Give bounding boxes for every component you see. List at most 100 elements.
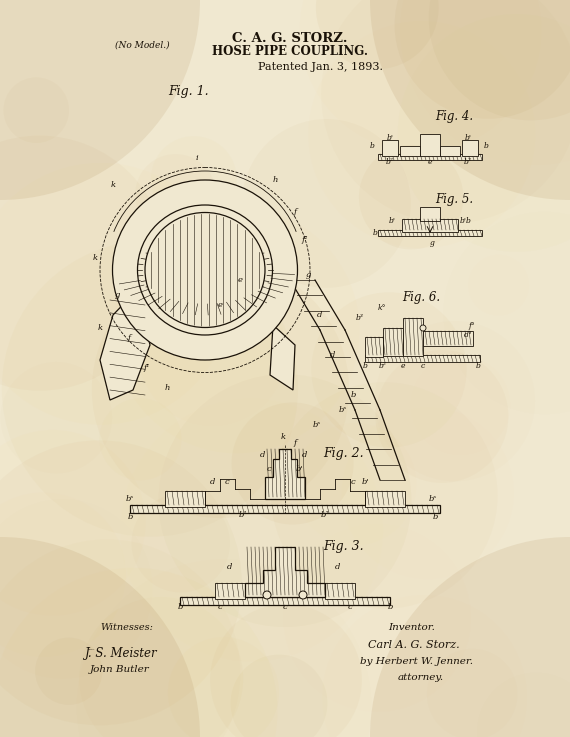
Circle shape [316, 0, 439, 69]
Text: bˢ: bˢ [126, 495, 134, 503]
Circle shape [151, 136, 237, 222]
Text: b: b [475, 362, 481, 370]
Text: c: c [421, 362, 425, 370]
Circle shape [35, 638, 103, 705]
Text: Witnesses:: Witnesses: [100, 623, 153, 632]
Text: Inventor.: Inventor. [388, 623, 435, 632]
Text: b: b [363, 362, 368, 370]
Text: d: d [317, 311, 323, 319]
Text: Fig. 2.: Fig. 2. [323, 447, 364, 460]
Circle shape [311, 293, 467, 447]
Circle shape [0, 492, 126, 657]
Text: by Herbert W. Jenner.: by Herbert W. Jenner. [360, 657, 473, 666]
Text: John Butler: John Butler [90, 665, 150, 674]
Bar [462, 140, 478, 156]
Bar [365, 337, 383, 357]
Ellipse shape [137, 205, 272, 335]
Text: c: c [267, 465, 271, 473]
Text: Fig. 4.: Fig. 4. [435, 110, 473, 123]
Text: f: f [128, 334, 131, 342]
Text: k: k [111, 181, 116, 189]
Text: h: h [164, 384, 170, 392]
Circle shape [370, 537, 570, 737]
Text: c: c [225, 478, 229, 486]
Text: Carl A. G. Storz.: Carl A. G. Storz. [368, 640, 459, 650]
Bar [383, 328, 403, 356]
Text: b'b: b'b [460, 217, 472, 225]
Circle shape [230, 654, 327, 737]
Circle shape [92, 261, 349, 518]
Text: c: c [351, 478, 355, 486]
Text: f: f [294, 208, 296, 216]
Circle shape [168, 637, 279, 737]
Text: d: d [330, 351, 336, 359]
Ellipse shape [145, 212, 265, 327]
Text: b: b [432, 513, 438, 521]
Circle shape [394, 0, 570, 119]
Text: b³: b³ [356, 314, 364, 322]
Circle shape [0, 567, 278, 737]
Text: b: b [127, 513, 133, 521]
Text: b: b [387, 603, 393, 611]
Text: b': b' [361, 478, 369, 486]
Circle shape [0, 0, 200, 200]
Text: bˢ: bˢ [339, 406, 347, 414]
Text: d: d [210, 478, 215, 486]
Text: Fig. 1.: Fig. 1. [168, 85, 209, 98]
Text: k°: k° [378, 304, 386, 312]
Bar [400, 146, 420, 156]
Text: d: d [335, 563, 341, 571]
Bar [130, 505, 440, 513]
Text: e: e [238, 276, 242, 284]
Circle shape [0, 430, 145, 615]
Text: k: k [97, 324, 103, 332]
Text: g: g [115, 291, 120, 299]
Text: d: d [302, 451, 308, 459]
Text: Fig. 6.: Fig. 6. [402, 291, 440, 304]
Polygon shape [245, 547, 325, 597]
Text: b': b' [389, 217, 396, 225]
Bar [440, 146, 460, 156]
Text: h: h [272, 176, 278, 184]
Text: f¹: f¹ [144, 364, 150, 372]
Bar [378, 154, 482, 160]
Circle shape [263, 591, 271, 599]
Text: Witnesses:: Witnesses: [88, 649, 96, 650]
Circle shape [420, 325, 426, 331]
Text: g: g [430, 239, 434, 247]
Circle shape [300, 0, 542, 152]
Text: b²: b² [464, 158, 472, 166]
Text: J. S. Meister: J. S. Meister [85, 647, 158, 660]
Text: Fig. 5.: Fig. 5. [435, 193, 473, 206]
Circle shape [429, 0, 570, 120]
Text: b': b' [465, 134, 471, 142]
Bar [420, 207, 440, 221]
Text: e: e [428, 158, 432, 166]
Text: f²: f² [302, 236, 308, 244]
Text: d: d [227, 563, 233, 571]
Text: bˢ: bˢ [313, 421, 321, 429]
Circle shape [139, 278, 286, 426]
Text: b': b' [295, 465, 303, 473]
Bar [382, 140, 398, 156]
Text: b: b [369, 142, 374, 150]
Circle shape [370, 0, 570, 200]
Polygon shape [270, 325, 295, 390]
Text: c: c [283, 603, 287, 611]
Text: b: b [373, 229, 377, 237]
Text: b¹: b¹ [239, 511, 247, 519]
Text: i: i [196, 154, 198, 162]
Text: Fig. 3.: Fig. 3. [323, 540, 364, 553]
Text: b': b' [386, 134, 393, 142]
Bar [215, 583, 245, 599]
Circle shape [99, 398, 181, 481]
Text: b²: b² [386, 158, 394, 166]
Text: Patented Jan. 3, 1893.: Patented Jan. 3, 1893. [258, 62, 382, 72]
Bar [180, 597, 390, 605]
Text: b: b [177, 603, 183, 611]
Text: b²: b² [320, 511, 329, 519]
Bar [365, 355, 480, 362]
Text: bˢ: bˢ [429, 495, 437, 503]
Text: HOSE PIPE COUPLING.: HOSE PIPE COUPLING. [212, 45, 368, 58]
Circle shape [0, 537, 200, 737]
